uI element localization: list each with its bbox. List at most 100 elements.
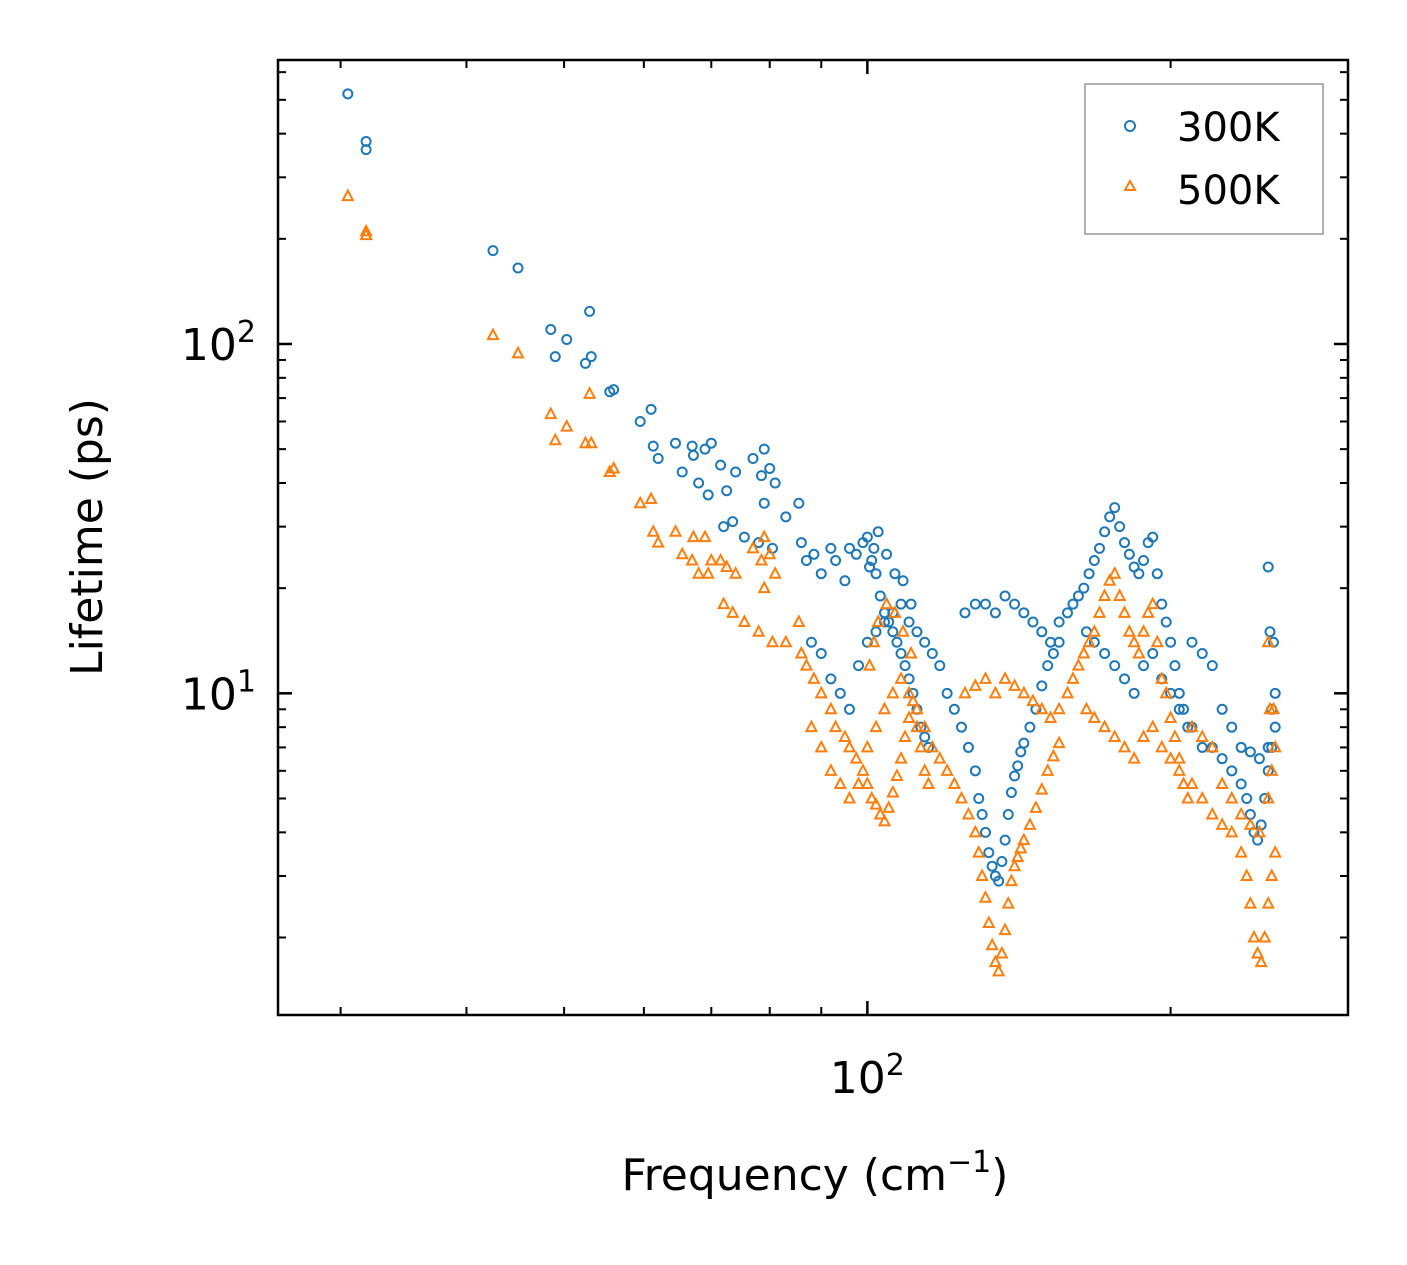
point-300k	[853, 660, 865, 672]
point-500k	[757, 580, 771, 594]
point-300k	[969, 765, 981, 777]
point-500k	[1243, 817, 1258, 830]
point-500k	[1007, 858, 1022, 872]
point-300k	[1083, 568, 1095, 580]
point-300k	[699, 443, 711, 455]
point-500k	[918, 719, 932, 733]
x-axis-label: Frequency (cm−1)	[622, 1145, 1009, 1201]
point-300k	[608, 384, 620, 396]
point-500k	[1136, 624, 1151, 637]
point-300k	[652, 453, 664, 465]
point-500k	[991, 963, 1006, 977]
point-300k	[693, 477, 705, 489]
point-300k	[1216, 703, 1228, 715]
point-300k	[948, 703, 960, 715]
point-500k	[799, 658, 814, 671]
point-500k	[686, 529, 701, 543]
point-500k	[1146, 596, 1160, 610]
point-300k	[1036, 680, 1048, 692]
point-500k	[954, 790, 969, 804]
point-500k	[851, 776, 866, 790]
point-500k	[814, 685, 828, 699]
point-300k	[989, 607, 1001, 619]
point-500k	[1035, 701, 1049, 715]
point-500k	[1250, 945, 1265, 959]
point-500k	[691, 566, 706, 579]
point-300k	[996, 856, 1008, 868]
point-500k	[685, 552, 699, 566]
point-300k	[487, 245, 499, 257]
point-500k	[1103, 573, 1117, 586]
point-300k	[986, 860, 998, 872]
point-500k	[603, 464, 617, 478]
point-300k	[962, 741, 974, 753]
point-500k	[1268, 739, 1282, 753]
point-500k	[1004, 873, 1019, 887]
point-500k	[1258, 929, 1272, 943]
point-500k	[1141, 605, 1155, 618]
point-500k	[1017, 832, 1031, 846]
point-500k	[1266, 701, 1281, 715]
point-300k	[979, 598, 991, 610]
y-tick-label: 101	[181, 664, 256, 720]
point-500k	[644, 491, 658, 504]
point-500k	[978, 671, 993, 684]
point-500k	[1215, 817, 1229, 830]
point-300k	[561, 333, 573, 345]
point-500k	[869, 719, 883, 733]
point-500k	[1017, 685, 1031, 699]
point-300k	[1009, 770, 1021, 782]
point-300k	[645, 403, 657, 415]
point-300k	[1151, 568, 1163, 580]
point-300k	[1005, 787, 1017, 799]
point-500k	[698, 529, 712, 543]
point-300k	[850, 548, 862, 560]
point-300k	[727, 516, 739, 528]
point-300k	[1147, 648, 1159, 660]
point-500k	[998, 671, 1012, 684]
point-500k	[807, 671, 821, 684]
point-500k	[849, 751, 863, 764]
point-500k	[668, 524, 683, 537]
point-500k	[1060, 685, 1075, 699]
point-500k	[988, 954, 1003, 968]
point-300k	[887, 626, 899, 638]
point-300k	[1119, 537, 1131, 549]
point-500k	[925, 739, 939, 753]
point-300k	[549, 351, 561, 363]
point-300k	[866, 554, 878, 566]
point-300k	[780, 511, 792, 523]
point-500k	[1261, 634, 1275, 648]
point-300k	[926, 648, 938, 660]
point-500k	[359, 223, 373, 237]
point-300k	[897, 575, 909, 587]
point-300k	[1133, 568, 1145, 580]
point-300k	[647, 440, 659, 452]
point-500k	[713, 552, 728, 566]
point-300k	[1262, 561, 1274, 573]
point-500k	[804, 719, 819, 733]
point-300k	[1186, 636, 1198, 648]
point-500k	[341, 188, 355, 202]
point-500k	[865, 790, 879, 804]
point-300k	[1018, 607, 1030, 619]
point-500k	[940, 763, 954, 776]
point-500k	[824, 701, 838, 715]
point-500k	[1007, 678, 1022, 691]
point-300k	[895, 598, 907, 610]
point-500k	[1268, 844, 1282, 858]
point-300k	[895, 648, 907, 660]
point-500k	[869, 797, 883, 810]
point-300k	[1196, 648, 1208, 660]
point-500k	[725, 605, 740, 618]
point-300k	[1009, 598, 1021, 610]
point-500k	[1077, 645, 1091, 659]
point-500k	[877, 813, 892, 827]
point-300k	[1104, 511, 1116, 523]
point-500k	[1011, 849, 1025, 862]
legend-marker-500k	[1123, 178, 1137, 191]
point-500k	[1254, 954, 1268, 968]
point-500k	[828, 719, 843, 733]
point-300k	[905, 598, 917, 610]
